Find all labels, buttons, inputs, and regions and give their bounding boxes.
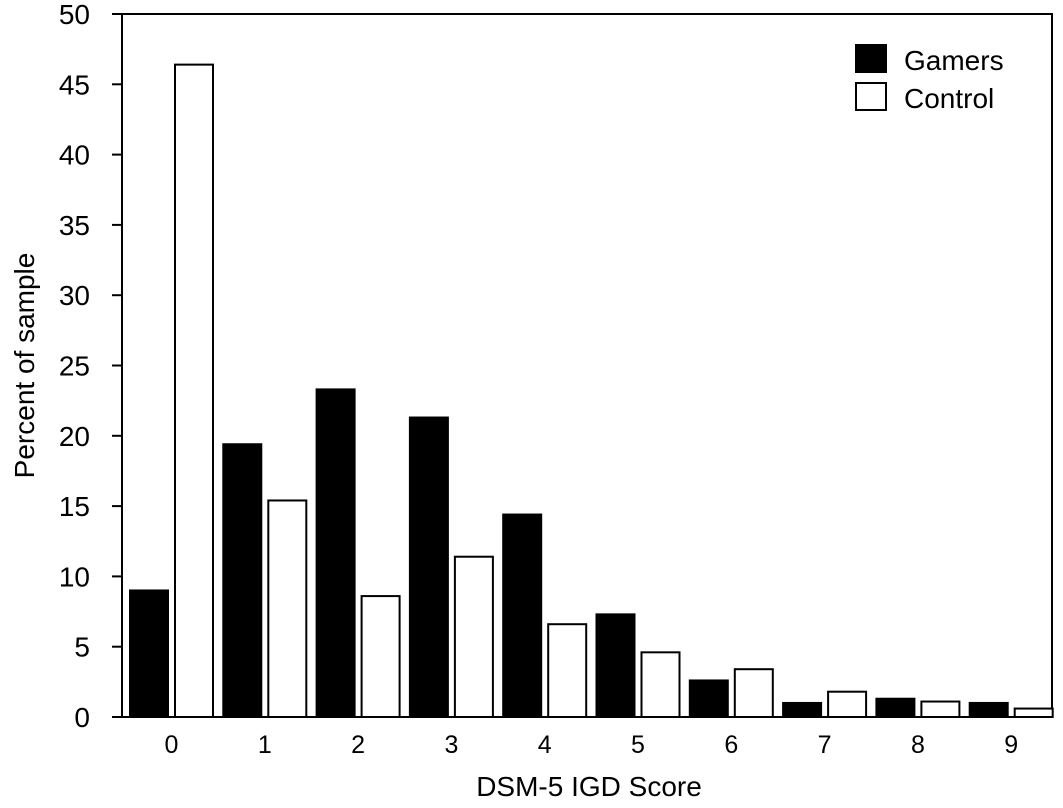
- x-tick-label: 6: [724, 731, 738, 759]
- x-tick-label: 8: [911, 731, 925, 759]
- bar-gamers-4: [502, 513, 543, 719]
- bar-gamers-5: [595, 613, 636, 718]
- legend: Gamers Control: [855, 44, 1004, 114]
- bar-control-7: [827, 690, 868, 719]
- y-tick-label: 20: [59, 421, 90, 452]
- x-tick-label: 9: [1004, 731, 1018, 759]
- y-tick-label: 50: [59, 0, 90, 30]
- x-tick-label: 4: [538, 731, 552, 759]
- y-tick-label: 5: [74, 632, 90, 663]
- x-tick-label: 7: [818, 731, 832, 759]
- y-tick-label: 30: [59, 280, 90, 311]
- y-tick-label: 10: [59, 561, 90, 592]
- bar-gamers-3: [408, 416, 449, 718]
- bar-control-3: [453, 555, 494, 718]
- y-axis-label: Percent of sample: [9, 253, 40, 479]
- bar-control-0: [174, 63, 214, 718]
- bar-control-4: [547, 623, 588, 718]
- legend-label-gamers: Gamers: [904, 45, 1004, 76]
- y-axis: 0 5 10 15 20 25 30 35 40 45 50: [59, 0, 122, 733]
- x-tick-label: 0: [165, 731, 179, 759]
- bar-control-2: [360, 595, 401, 718]
- bar-gamers-2: [315, 388, 356, 718]
- bar-control-8: [920, 700, 961, 718]
- bar-control-9: [1013, 707, 1054, 719]
- y-tick-label: 40: [59, 140, 90, 171]
- bar-control-1: [267, 499, 308, 719]
- bar-gamers-7: [782, 701, 823, 719]
- bar-gamers-1: [222, 443, 263, 718]
- bars: [129, 63, 1054, 719]
- bar-gamers-9: [968, 701, 1009, 719]
- y-tick-label: 15: [59, 491, 90, 522]
- y-tick-label: 35: [59, 210, 90, 241]
- legend-swatch-control: [855, 82, 887, 111]
- y-tick-label: 25: [59, 351, 90, 382]
- y-tick-label: 0: [74, 702, 90, 733]
- legend-swatch-gamers: [855, 44, 887, 73]
- bar-gamers-8: [875, 697, 916, 718]
- y-tick-label: 45: [59, 69, 90, 100]
- bar-control-5: [640, 651, 681, 718]
- bar-control-6: [733, 668, 774, 718]
- legend-label-control: Control: [904, 83, 994, 114]
- bar-gamers-0: [129, 589, 169, 719]
- x-axis: 0 1 2 3 4 5 6 7 8 9: [165, 731, 1019, 759]
- bar-gamers-6: [688, 679, 729, 718]
- x-tick-label: 1: [258, 731, 272, 759]
- x-tick-label: 2: [351, 731, 365, 759]
- x-tick-label: 5: [631, 731, 645, 759]
- x-tick-label: 3: [444, 731, 458, 759]
- x-axis-label: DSM-5 IGD Score: [476, 771, 702, 802]
